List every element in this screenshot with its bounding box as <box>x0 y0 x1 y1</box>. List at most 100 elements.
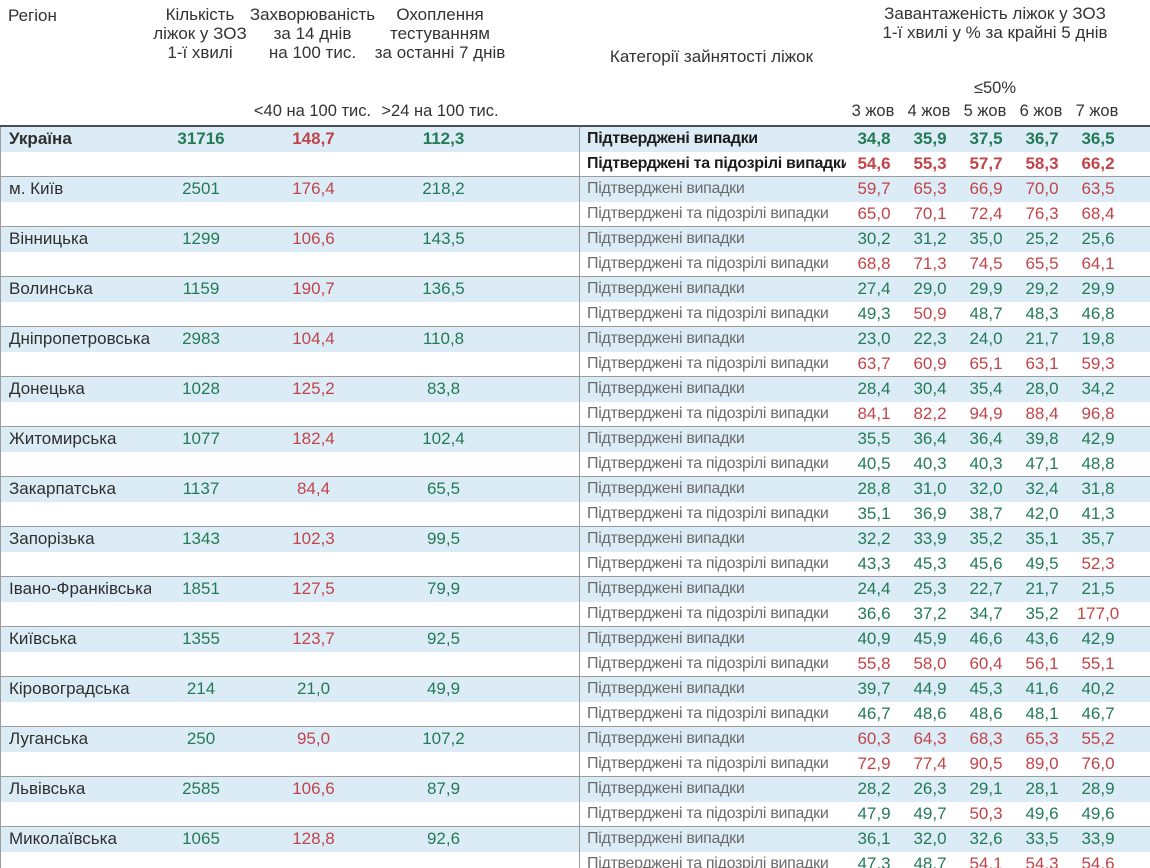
load-value: 47,9 <box>857 803 891 823</box>
load-value: 47,1 <box>1025 453 1059 473</box>
incidence-value: 127,5 <box>292 579 335 598</box>
load-value: 96,8 <box>1081 403 1115 423</box>
load-value: 45,3 <box>913 553 947 573</box>
beds-count: 31716 <box>177 129 225 148</box>
beds-count: 214 <box>186 679 216 698</box>
load-value: 59,3 <box>1081 353 1115 373</box>
load-value: 55,2 <box>1081 729 1115 748</box>
load-value: 21,7 <box>1025 329 1059 348</box>
region-name-empty <box>1 702 151 727</box>
category-label-confirmed: Підтверджені випадки <box>579 427 846 452</box>
header-incidence-threshold: <40 на 100 тис. <box>253 102 372 120</box>
load-value: 36,1 <box>857 829 891 848</box>
load-value: 46,7 <box>1081 703 1115 723</box>
testing-value: 110,8 <box>422 329 465 348</box>
load-value: 34,7 <box>969 603 1003 623</box>
incidence-value: 176,4 <box>292 179 335 198</box>
column-gap <box>511 602 579 627</box>
table-row-confirmed: Вінницька 1299 106,6 143,5 Підтверджені … <box>1 227 1150 252</box>
testing-empty <box>376 752 511 777</box>
column-gap <box>511 577 579 602</box>
load-value: 36,4 <box>969 429 1003 448</box>
load-values-confirmed: 27,4 29,0 29,9 29,2 29,9 <box>846 277 1126 302</box>
load-value: 65,1 <box>969 353 1003 373</box>
column-gap <box>511 202 579 227</box>
region-name-empty <box>1 502 151 527</box>
load-value: 65,0 <box>857 203 891 223</box>
category-label-confirmed: Підтверджені випадки <box>579 227 846 252</box>
beds-empty <box>151 702 251 727</box>
category-label-confirmed: Підтверджені випадки <box>579 527 846 552</box>
load-value: 34,2 <box>1081 379 1115 398</box>
header-date-columns: 3 жов 4 жов 5 жов 6 жов 7 жов <box>845 102 1125 121</box>
beds-count: 1159 <box>182 279 220 298</box>
load-value: 25,2 <box>1025 229 1059 248</box>
load-value: 76,0 <box>1081 753 1115 773</box>
incidence-value: 148,7 <box>292 129 335 148</box>
load-value: 28,8 <box>857 479 891 498</box>
column-gap <box>511 327 579 352</box>
load-value: 32,2 <box>857 529 891 548</box>
region-name-empty <box>1 402 151 427</box>
table-row-confirmed-suspected: Підтверджені та підозрілі випадки 35,1 3… <box>1 501 1150 527</box>
table-row-confirmed: Львівська 2585 106,6 87,9 Підтверджені в… <box>1 777 1150 802</box>
column-gap <box>511 152 579 177</box>
beds-count: 1343 <box>182 529 220 548</box>
region-group: Україна 31716 148,7 112,3 Підтверджені в… <box>1 127 1150 177</box>
testing-value: 65,5 <box>426 479 461 498</box>
region-name-empty <box>1 852 151 868</box>
date-column-label: 5 жов <box>963 102 1007 120</box>
category-label-confirmed-suspected: Підтверджені та підозрілі випадки <box>579 701 846 726</box>
load-value: 35,2 <box>969 529 1003 548</box>
load-value: 34,8 <box>857 129 891 148</box>
column-gap <box>511 777 579 802</box>
table-row-confirmed: Донецька 1028 125,2 83,8 Підтверджені ви… <box>1 377 1150 402</box>
load-values-confirmed: 35,5 36,4 36,4 39,8 42,9 <box>846 427 1126 452</box>
incidence-empty <box>251 502 376 527</box>
column-gap <box>511 502 579 527</box>
testing-empty <box>376 552 511 577</box>
load-value: 63,5 <box>1081 179 1115 198</box>
load-value: 25,3 <box>913 579 947 598</box>
table-row-confirmed-suspected: Підтверджені та підозрілі випадки 49,3 5… <box>1 301 1150 327</box>
load-values-confirmed-suspected: 84,1 82,2 94,9 88,4 96,8 <box>846 402 1126 427</box>
incidence-empty <box>251 702 376 727</box>
load-value: 24,0 <box>969 329 1003 348</box>
beds-count: 1137 <box>182 479 220 498</box>
region-name: Кіровоградська <box>9 679 130 698</box>
load-value: 48,1 <box>1025 703 1059 723</box>
load-value: 35,9 <box>913 129 947 148</box>
load-value: 82,2 <box>913 403 947 423</box>
testing-empty <box>376 452 511 477</box>
load-value: 30,2 <box>857 229 891 248</box>
load-value: 39,8 <box>1025 429 1059 448</box>
incidence-value: 102,3 <box>292 529 335 548</box>
load-value: 43,6 <box>1025 629 1059 648</box>
header-region: Регіон <box>8 6 57 25</box>
load-value: 66,2 <box>1081 153 1115 173</box>
region-name-empty <box>1 302 151 327</box>
load-values-confirmed-suspected: 46,7 48,6 48,6 48,1 46,7 <box>846 702 1126 727</box>
incidence-empty <box>251 202 376 227</box>
table-row-confirmed-suspected: Підтверджені та підозрілі випадки 43,3 4… <box>1 551 1150 577</box>
incidence-value: 106,6 <box>292 229 335 248</box>
table-row-confirmed: Дніпропетровська 2983 104,4 110,8 Підтве… <box>1 327 1150 352</box>
load-value: 54,1 <box>969 853 1003 868</box>
column-gap <box>511 302 579 327</box>
region-name-empty <box>1 552 151 577</box>
region-group: Дніпропетровська 2983 104,4 110,8 Підтве… <box>1 327 1150 377</box>
region-group: Луганська 250 95,0 107,2 Підтверджені ви… <box>1 727 1150 777</box>
beds-count: 1077 <box>182 429 220 448</box>
incidence-empty <box>251 302 376 327</box>
category-label-confirmed: Підтверджені випадки <box>579 627 846 652</box>
table-row-confirmed-suspected: Підтверджені та підозрілі випадки 46,7 4… <box>1 701 1150 727</box>
load-value: 29,9 <box>1081 279 1115 298</box>
table-row-confirmed: Житомирська 1077 182,4 102,4 Підтверджен… <box>1 427 1150 452</box>
load-value: 90,5 <box>969 753 1003 773</box>
load-value: 31,8 <box>1081 479 1115 498</box>
table-row-confirmed-suspected: Підтверджені та підозрілі випадки 63,7 6… <box>1 351 1150 376</box>
table-row-confirmed-suspected: Підтверджені та підозрілі випадки 65,0 7… <box>1 201 1150 227</box>
testing-value: 87,9 <box>426 779 461 798</box>
category-label-confirmed-suspected: Підтверджені та підозрілі випадки <box>579 551 846 576</box>
category-label-confirmed-suspected: Підтверджені та підозрілі випадки <box>579 601 846 626</box>
